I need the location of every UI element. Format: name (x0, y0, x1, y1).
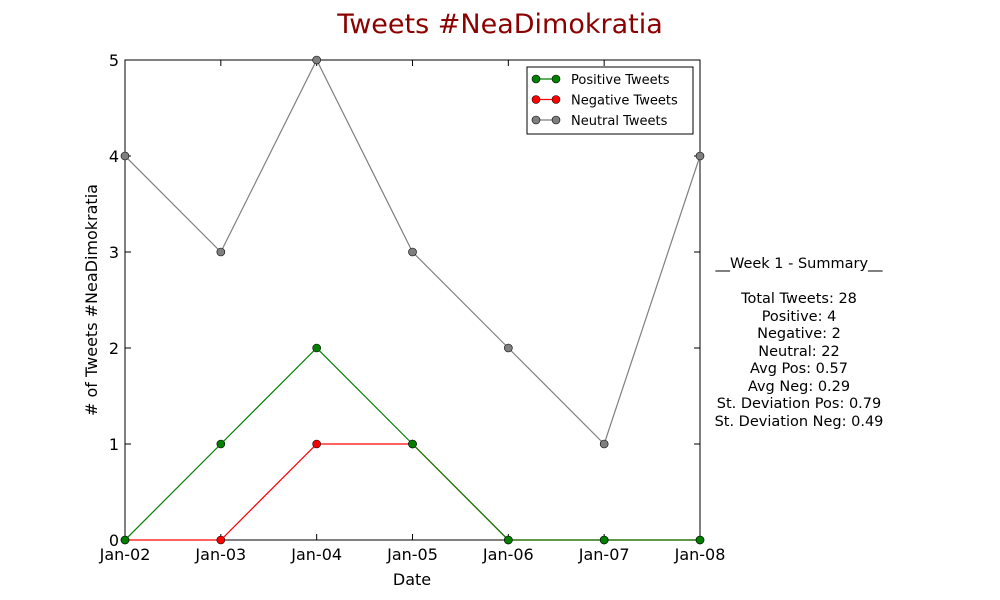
axis-ticks: Jan-02 Jan-03 Jan-04 Jan-05 Jan-06 Jan-07 Jan-… (99, 51, 726, 564)
x-tick-label: Jan-04 (290, 545, 342, 564)
legend-label-negative-tweets: Negative Tweets (571, 94, 678, 109)
summary-spacer (700, 274, 898, 292)
chart-title: Tweets #NeaDimokratia (336, 9, 663, 40)
data-point-neutral-tweets (599, 439, 609, 449)
summary-panel: __Week 1 - Summary__ Total Tweets: 28 Po… (700, 256, 898, 431)
summary-negative: Negative: 2 (757, 326, 841, 342)
summary-total: Total Tweets: 28 (741, 291, 857, 307)
legend-marker-negative-tweets (551, 95, 561, 104)
y-tick-label: 0 (109, 531, 119, 550)
x-tick-label: Jan-07 (578, 545, 630, 564)
data-point-positive-tweets (312, 343, 321, 353)
series-layer (120, 55, 705, 545)
summary-avg-neg: Avg Neg: 0.29 (747, 378, 851, 395)
x-tick-label: Jan-05 (386, 545, 438, 564)
y-tick-label: 1 (109, 435, 119, 454)
y-axis-label: # of Tweets #NeaDimokratia (82, 184, 101, 416)
data-point-positive-tweets (599, 535, 609, 545)
summary-positive: Positive: 4 (761, 308, 837, 325)
legend-label-positive-tweets: Positive Tweets (571, 73, 670, 88)
legend-marker-positive-tweets (551, 74, 561, 84)
x-tick-label: Jan-06 (482, 545, 534, 564)
data-point-neutral-tweets (408, 247, 417, 257)
series-positive-tweets (120, 343, 705, 545)
data-point-positive-tweets (408, 439, 417, 449)
legend-marker-neutral-tweets (531, 115, 541, 125)
y-tick-label: 5 (109, 51, 119, 70)
series-neutral-tweets (120, 55, 705, 449)
legend-marker-negative-tweets (531, 95, 541, 104)
data-point-neutral-tweets (216, 247, 226, 257)
summary-neutral: Neutral: 22 (758, 343, 840, 360)
legend-marker-positive-tweets (531, 74, 541, 84)
data-point-neutral-tweets (120, 151, 130, 161)
data-point-positive-tweets (695, 535, 705, 545)
data-point-negative-tweets (216, 535, 226, 545)
y-tick-label: 3 (109, 243, 119, 262)
summary-std-pos: St. Deviation Pos: 0.79 (716, 396, 882, 412)
data-point-neutral-tweets (504, 343, 513, 353)
summary-std-neg: St. Deviation Neg: 0.49 (714, 413, 884, 430)
data-point-negative-tweets (312, 439, 321, 449)
data-point-neutral-tweets (312, 55, 321, 65)
data-point-neutral-tweets (695, 151, 705, 161)
plot-area (124, 59, 701, 541)
x-tick-label: Jan-08 (674, 545, 726, 564)
y-tick-label: 4 (109, 147, 119, 166)
legend-marker-neutral-tweets (551, 115, 561, 125)
data-point-positive-tweets (120, 535, 130, 545)
x-axis-label: Date (393, 570, 431, 589)
summary-heading: __Week 1 - Summary__ (715, 256, 883, 272)
x-tick-label: Jan-03 (194, 545, 246, 564)
legend: Positive Tweets Negative Tweets Neutral Tw… (526, 66, 694, 135)
data-point-positive-tweets (216, 439, 226, 449)
summary-avg-pos: Avg Pos: 0.57 (750, 361, 848, 377)
data-point-positive-tweets (504, 535, 513, 545)
x-tick-label: Jan-02 (99, 545, 151, 564)
legend-label-neutral-tweets: Neutral Tweets (571, 114, 668, 129)
y-tick-label: 2 (109, 339, 119, 358)
